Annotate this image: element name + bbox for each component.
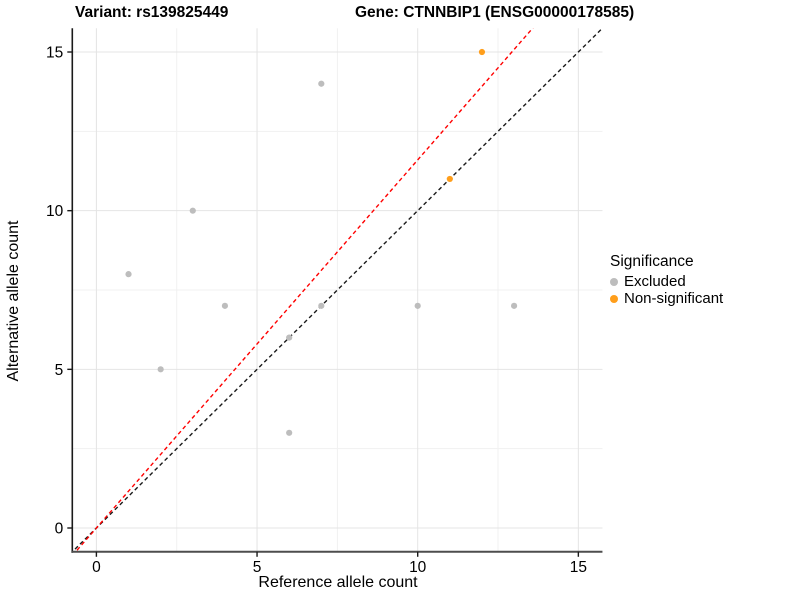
reference-lines <box>72 28 603 552</box>
gridlines-minor <box>72 28 603 552</box>
non-significant-dot-icon <box>610 294 618 303</box>
series-non-significant <box>446 48 486 183</box>
legend-item-label: Non-significant <box>624 290 724 307</box>
data-point <box>157 366 164 373</box>
axes <box>71 28 603 553</box>
data-point <box>446 175 453 183</box>
significance-legend: Significance Excluded Non-significant <box>610 253 723 307</box>
plot-title-gene: Gene: CTNNBIP1 (ENSG00000178585) <box>355 4 635 21</box>
legend-item-excluded: Excluded <box>610 273 723 290</box>
plot-title-variant: Variant: rs139825449 <box>75 4 229 21</box>
x-tick-label: 10 <box>409 559 427 576</box>
y-tick-label: 0 <box>55 521 64 538</box>
identity-line <box>72 28 603 552</box>
data-point <box>286 334 293 341</box>
data-point <box>221 302 229 309</box>
data-point <box>189 207 196 214</box>
data-point <box>414 302 421 309</box>
legend-item-label: Excluded <box>624 273 686 290</box>
x-axis-title: Reference allele count <box>258 574 418 591</box>
data-point <box>286 429 293 436</box>
legend-title: Significance <box>610 253 694 270</box>
y-tick-label: 5 <box>55 362 64 379</box>
legend-item-non-significant: Non-significant <box>610 290 723 307</box>
data-point <box>318 80 325 87</box>
expected-ratio-line <box>74 28 534 552</box>
y-tick-label: 10 <box>46 203 64 220</box>
data-point <box>318 302 325 309</box>
gridlines-major <box>72 28 603 552</box>
y-axis-title: Alternative allele count <box>5 220 22 382</box>
y-tick-label: 15 <box>46 45 63 62</box>
data-point <box>125 271 132 278</box>
axis-ticks: 0 5 10 15 0 5 10 15 <box>46 45 587 576</box>
x-tick-label: 0 <box>92 559 101 576</box>
series-excluded <box>125 80 518 436</box>
data-point <box>478 48 486 56</box>
data-point <box>510 302 518 309</box>
x-tick-label: 15 <box>570 559 587 576</box>
x-tick-label: 5 <box>253 559 262 576</box>
excluded-dot-icon <box>610 277 618 286</box>
